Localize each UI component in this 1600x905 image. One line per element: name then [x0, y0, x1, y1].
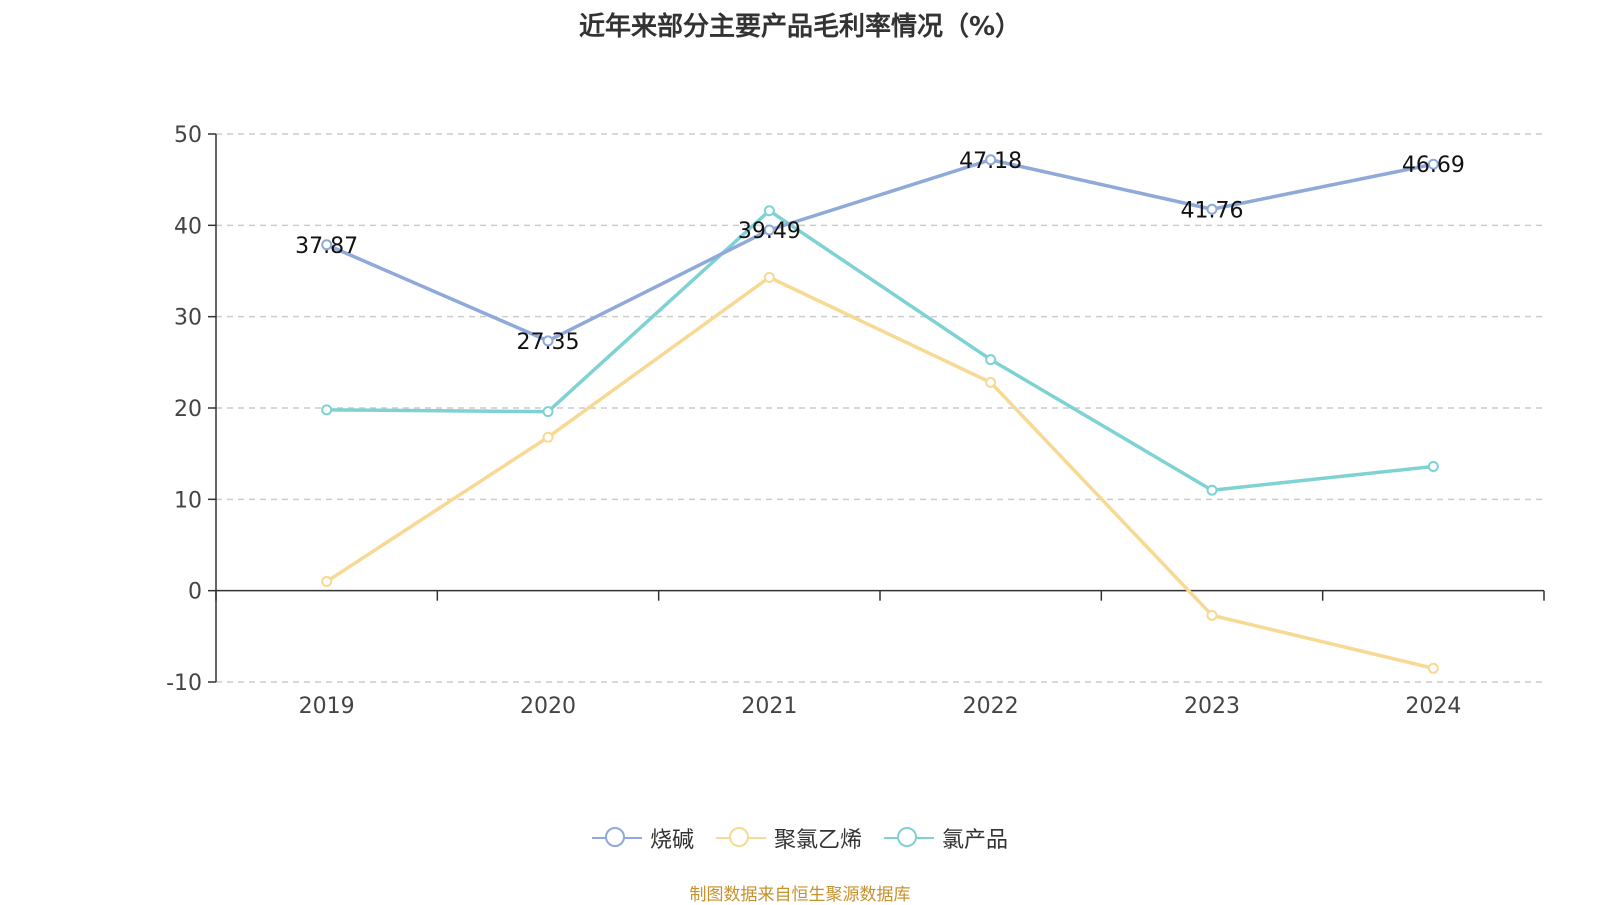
series-line-烧碱 — [325, 158, 1434, 343]
y-tick-label: -10 — [166, 671, 202, 696]
data-point-氯产品 — [763, 205, 775, 217]
data-point-聚氯乙烯 — [985, 376, 997, 388]
data-point-氯产品 — [985, 354, 997, 366]
legend-marker-icon — [884, 825, 934, 851]
y-tick-label: 50 — [174, 123, 202, 148]
y-tick-label: 0 — [188, 580, 202, 605]
data-source-note: 制图数据来自恒生聚源数据库 — [689, 885, 911, 905]
data-point-聚氯乙烯 — [763, 271, 775, 283]
data-label: 27.35 — [517, 330, 580, 355]
legend-label: 烧碱 — [649, 828, 694, 853]
data-point-聚氯乙烯 — [542, 431, 554, 443]
legend-item-烧碱[interactable]: 烧碱 — [591, 822, 694, 854]
series-line-氯产品 — [326, 208, 1434, 492]
data-point-烧碱 — [542, 335, 554, 347]
data-point-烧碱 — [985, 154, 997, 166]
data-point-烧碱 — [763, 224, 775, 236]
data-point-聚氯乙烯 — [1206, 609, 1218, 621]
data-label: 37.87 — [295, 234, 358, 259]
data-label: 46.69 — [1402, 153, 1465, 178]
data-label: 39.49 — [738, 219, 801, 244]
x-tick-label: 2024 — [1405, 694, 1461, 719]
data-point-氯产品 — [1427, 460, 1439, 472]
x-tick-label: 2023 — [1184, 694, 1240, 719]
data-point-烧碱 — [1206, 203, 1218, 215]
legend-marker-icon — [715, 825, 766, 851]
data-label: 41.76 — [1181, 198, 1244, 223]
data-point-氯产品 — [1206, 484, 1218, 496]
legend-marker-icon — [591, 825, 642, 851]
x-tick-label: 2022 — [963, 694, 1019, 719]
data-point-烧碱 — [1427, 158, 1439, 170]
data-point-聚氯乙烯 — [321, 576, 333, 588]
chart-title: 近年来部分主要产品毛利率情况（%） — [578, 12, 1022, 42]
y-tick-label: 30 — [174, 306, 202, 331]
legend-label: 氯产品 — [942, 828, 1009, 853]
data-point-氯产品 — [321, 404, 333, 416]
legend-item-聚氯乙烯[interactable]: 聚氯乙烯 — [715, 822, 862, 854]
data-point-聚氯乙烯 — [1427, 662, 1439, 674]
series-line-聚氯乙烯 — [325, 275, 1434, 671]
y-tick-label: 10 — [174, 488, 202, 513]
data-label: 47.18 — [959, 149, 1022, 174]
y-tick-label: 40 — [174, 214, 202, 239]
legend-label: 聚氯乙烯 — [773, 828, 862, 853]
x-tick-label: 2020 — [520, 694, 576, 719]
y-tick-label: 20 — [174, 397, 202, 422]
legend-item-氯产品[interactable]: 氯产品 — [884, 822, 1008, 854]
data-point-烧碱 — [321, 239, 333, 251]
x-tick-label: 2019 — [299, 694, 355, 719]
chart-legend: 烧碱 聚氯乙烯 氯产品 — [0, 822, 1600, 854]
x-tick-label: 2021 — [741, 694, 797, 719]
data-point-氯产品 — [542, 406, 554, 418]
